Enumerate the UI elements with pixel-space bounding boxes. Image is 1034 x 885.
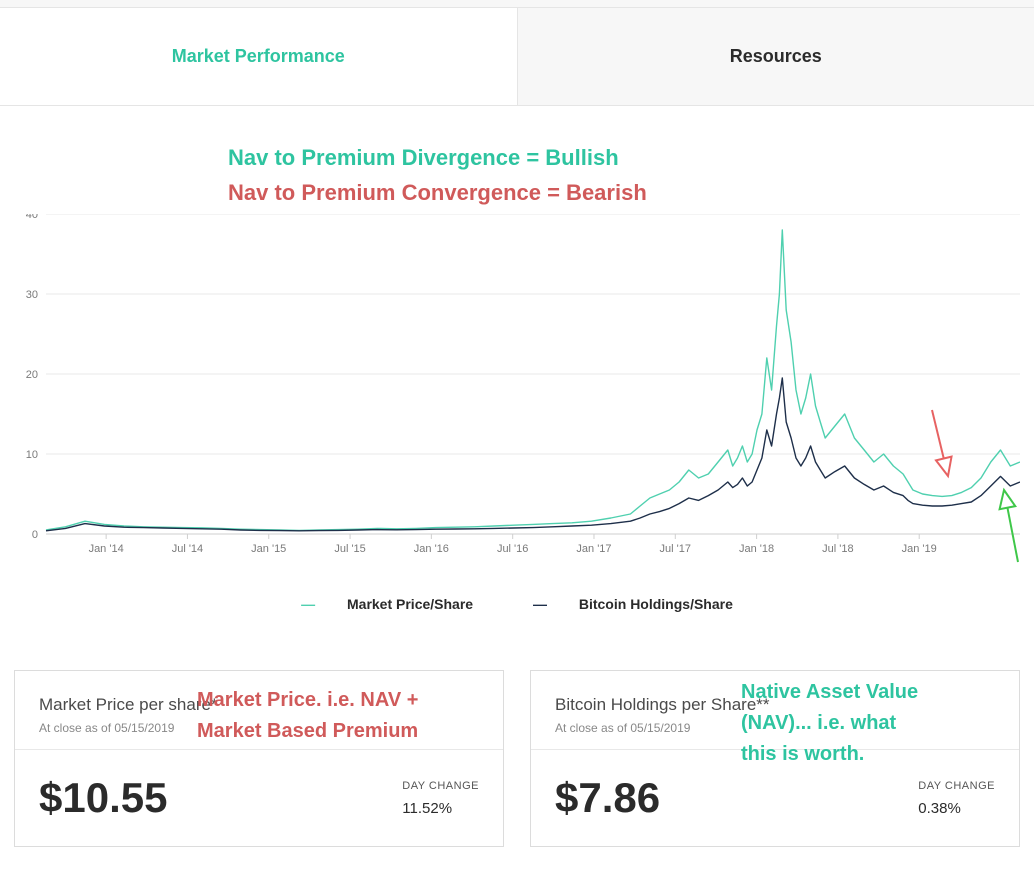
- svg-text:Jul '14: Jul '14: [172, 543, 203, 555]
- svg-text:Jan '15: Jan '15: [251, 543, 286, 555]
- stat-cards: Market Price per share* At close as of 0…: [14, 670, 1020, 847]
- tab-market-performance[interactable]: Market Performance: [0, 8, 517, 105]
- svg-text:20: 20: [26, 369, 38, 381]
- day-change-value: 11.52%: [402, 800, 479, 817]
- holdings-value: $7.86: [555, 774, 918, 822]
- svg-text:Jan '19: Jan '19: [902, 543, 937, 555]
- chart-legend: — Market Price/Share — Bitcoin Holdings/…: [14, 596, 1020, 612]
- svg-text:40: 40: [26, 214, 38, 221]
- top-divider: [0, 0, 1034, 8]
- day-change-label: DAY CHANGE: [918, 780, 995, 792]
- legend-series-1: Market Price/Share: [347, 596, 473, 612]
- annotation-market-price-note: Market Price. i.e. NAV + Market Based Pr…: [197, 685, 418, 747]
- annotation-nav-note: Native Asset Value (NAV)... i.e. what th…: [741, 677, 918, 770]
- svg-text:Jan '16: Jan '16: [414, 543, 449, 555]
- chart-annotations: Nav to Premium Divergence = Bullish Nav …: [228, 140, 647, 210]
- svg-text:0: 0: [32, 529, 38, 541]
- svg-text:Jan '14: Jan '14: [89, 543, 124, 555]
- tab-resources[interactable]: Resources: [517, 8, 1034, 105]
- svg-text:Jul '15: Jul '15: [334, 543, 365, 555]
- svg-text:Jul '16: Jul '16: [497, 543, 528, 555]
- card-market-price: Market Price per share* At close as of 0…: [14, 670, 504, 847]
- annotation-bearish: Nav to Premium Convergence = Bearish: [228, 175, 647, 210]
- svg-text:Jan '18: Jan '18: [739, 543, 774, 555]
- performance-chart: 0 10 20 30 40 Jan '14 Jul '14 Jan '15 Jul '15 Jan…: [14, 214, 1020, 582]
- day-change-value: 0.38%: [918, 800, 995, 817]
- card-bitcoin-holdings: Bitcoin Holdings per Share** At close as…: [530, 670, 1020, 847]
- legend-series-2: Bitcoin Holdings/Share: [579, 596, 733, 612]
- market-price-value: $10.55: [39, 774, 402, 822]
- svg-text:10: 10: [26, 449, 38, 461]
- svg-text:Jul '18: Jul '18: [822, 543, 853, 555]
- svg-text:30: 30: [26, 289, 38, 301]
- chart-container: 0 10 20 30 40 Jan '14 Jul '14 Jan '15 Jul '15 Jan…: [14, 214, 1020, 612]
- svg-text:Jan '17: Jan '17: [576, 543, 611, 555]
- day-change-label: DAY CHANGE: [402, 780, 479, 792]
- annotation-bullish: Nav to Premium Divergence = Bullish: [228, 140, 647, 175]
- tab-bar: Market Performance Resources: [0, 8, 1034, 106]
- svg-text:Jul '17: Jul '17: [660, 543, 691, 555]
